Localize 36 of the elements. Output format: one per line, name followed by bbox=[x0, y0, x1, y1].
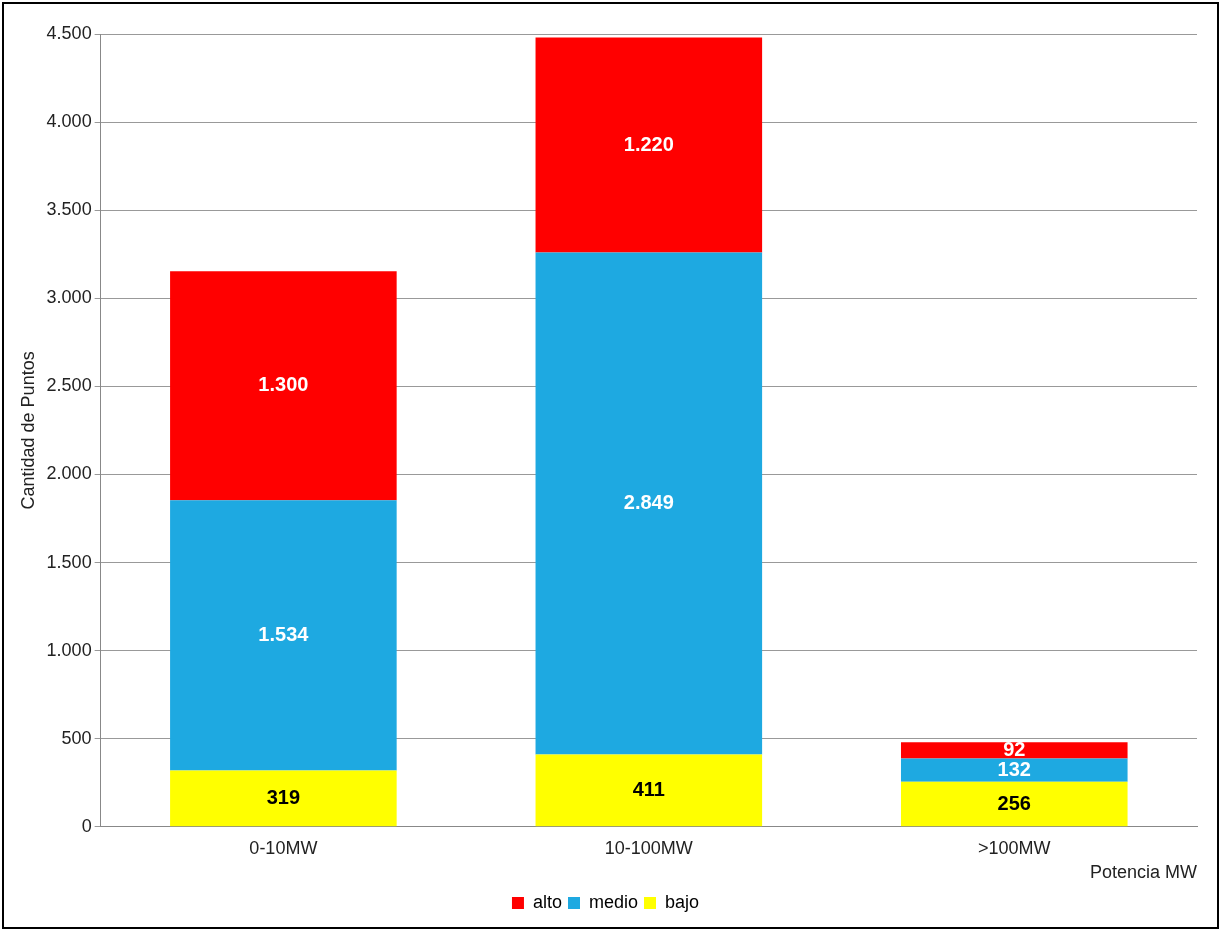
x-axis-title: Potencia MW bbox=[1089, 862, 1197, 883]
legend-label: bajo bbox=[665, 891, 700, 912]
x-tick-label: 0-10MW bbox=[249, 837, 318, 858]
y-axis-title: Cantidad de Puntos bbox=[17, 351, 38, 510]
bar bbox=[535, 754, 763, 827]
data-label: 2.849 bbox=[623, 490, 674, 513]
y-tick-label: 1.000 bbox=[46, 639, 92, 660]
y-tick-label: 2.000 bbox=[46, 463, 92, 484]
data-label: 1.220 bbox=[623, 132, 674, 155]
y-tick-label: 2.500 bbox=[46, 375, 92, 396]
bar bbox=[535, 252, 763, 755]
y-tick-label: 4.500 bbox=[46, 22, 92, 43]
data-label: 1.300 bbox=[258, 373, 309, 396]
data-label: 256 bbox=[997, 791, 1031, 814]
legend-label: medio bbox=[588, 891, 639, 912]
bar bbox=[900, 758, 1128, 782]
y-tick-label: 500 bbox=[61, 727, 92, 748]
bar bbox=[170, 770, 397, 827]
data-label: 319 bbox=[266, 785, 301, 808]
y-tick-label: 3.000 bbox=[46, 287, 92, 308]
y-tick-label: 4.000 bbox=[46, 111, 92, 132]
y-tick-label: 0 bbox=[81, 815, 92, 836]
x-tick-label: >100MW bbox=[978, 837, 1051, 858]
y-tick-label: 3.500 bbox=[46, 199, 92, 220]
bar bbox=[535, 37, 763, 253]
data-label: 132 bbox=[997, 757, 1031, 780]
data-label: 1.534 bbox=[258, 622, 310, 645]
bar bbox=[170, 271, 397, 501]
y-tick-label: 1.500 bbox=[46, 551, 92, 572]
legend-label: alto bbox=[532, 891, 562, 912]
bar bbox=[170, 500, 397, 771]
x-tick-label: 10-100MW bbox=[604, 837, 693, 858]
data-label: 411 bbox=[632, 777, 665, 800]
bar bbox=[900, 781, 1128, 827]
bar bbox=[900, 742, 1128, 759]
data-label: 92 bbox=[1003, 737, 1026, 760]
